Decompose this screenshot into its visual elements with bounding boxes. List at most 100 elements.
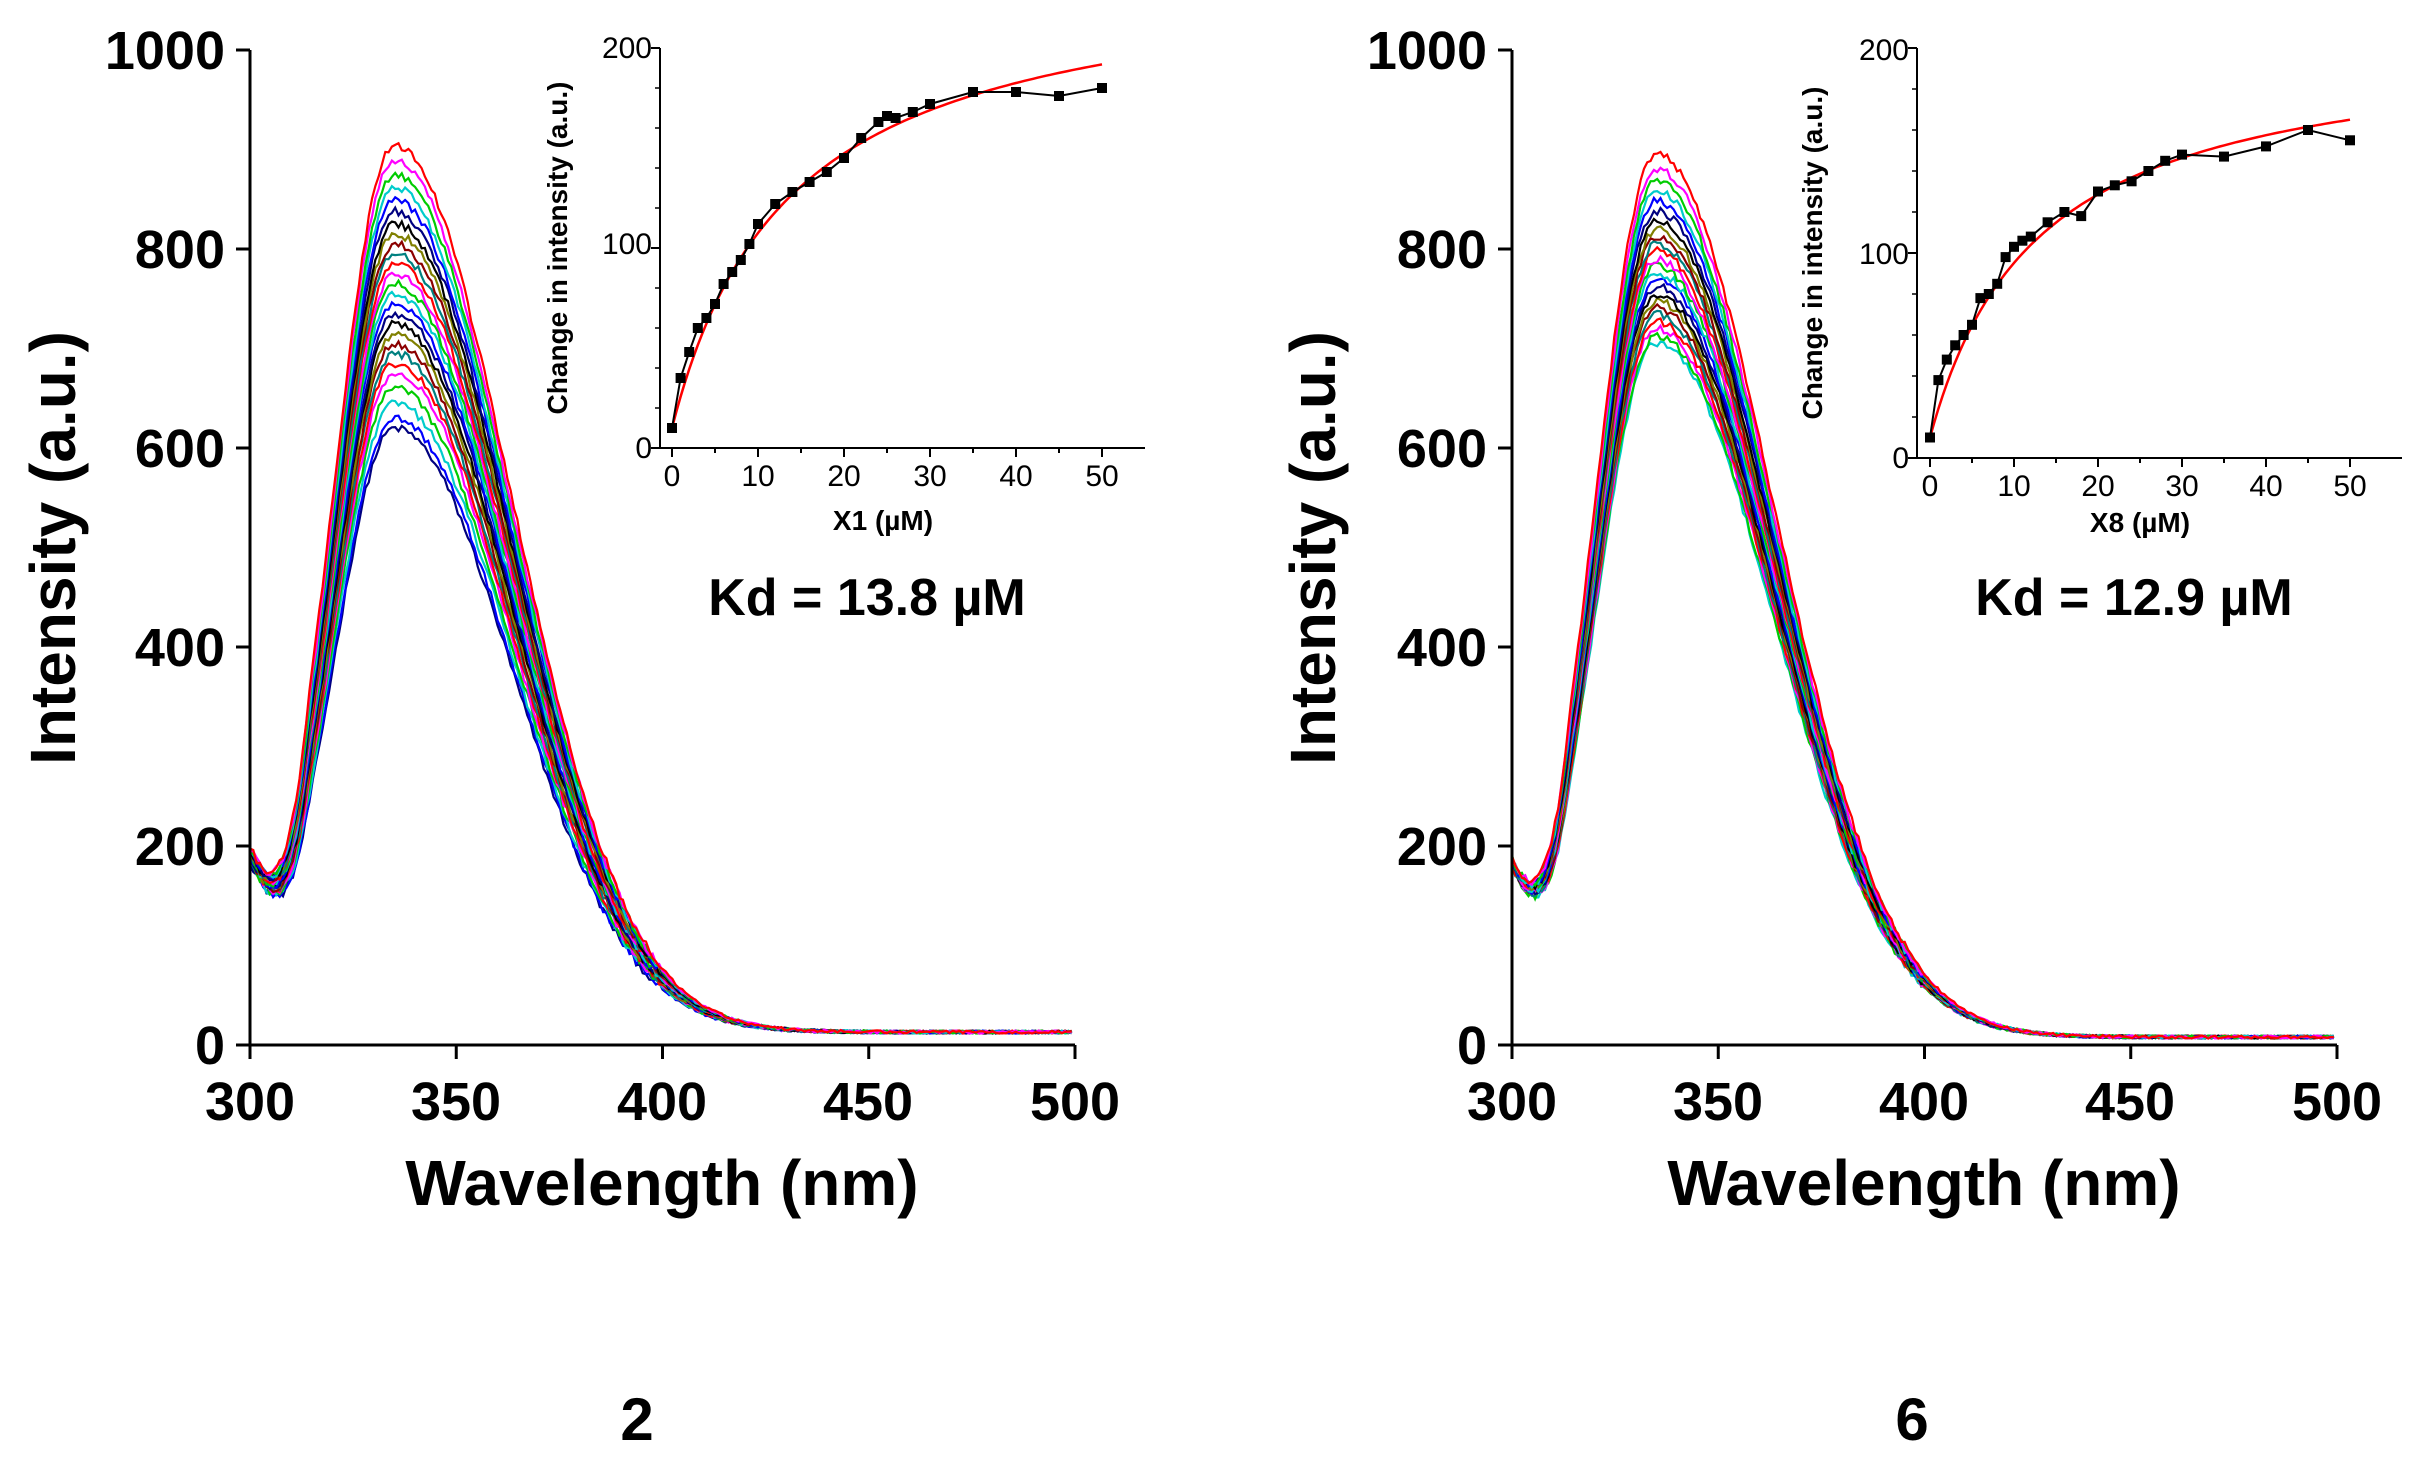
inset-point-6-16 (2093, 186, 2103, 197)
inset-ticks-2 (651, 47, 1103, 457)
y-tick-2-400: 400 (135, 618, 225, 678)
inset-point-6-2 (1941, 354, 1952, 365)
ticks-6 (1498, 48, 2339, 1059)
inset-point-2-18 (882, 111, 892, 121)
y-tick-6-600: 600 (1397, 419, 1487, 479)
spectrum-series-2-1 (249, 141, 1072, 1035)
inset-x-axis-title-6: X8 (µM) (2090, 507, 2190, 538)
spectrum-series-6-15 (1511, 277, 2335, 1040)
inset-point-6-25 (2345, 135, 2355, 146)
inset-point-2-7 (727, 267, 738, 277)
inset-point-6-4 (1958, 330, 1969, 340)
inset-point-6-5 (1967, 319, 1977, 330)
inset-2: 0 10 20 30 40 50 0 100 200 X1 (µM) Chang… (542, 32, 1145, 627)
spectrum-series-6-19 (1510, 302, 2335, 1040)
inset-x-tick-2-10: 10 (741, 460, 774, 493)
inset-y-tick-2-100: 100 (602, 228, 652, 261)
inset-point-2-20 (907, 107, 918, 117)
x-tick-6-450: 450 (2085, 1072, 2175, 1132)
x-tick-6-350: 350 (1673, 1072, 1763, 1132)
spectrum-series-6-23 (1511, 331, 2335, 1040)
inset-point-2-24 (1054, 91, 1064, 101)
spectrum-series-6-14 (1511, 272, 2335, 1040)
inset-point-6-21 (2177, 149, 2187, 160)
y-axis-title-6: Intensity (a.u.) (1277, 331, 1349, 765)
y-tick-6-0: 0 (1457, 1016, 1487, 1076)
inset-point-2-25 (1097, 83, 1107, 93)
inset-point-2-2 (684, 347, 695, 357)
panel-label-6: 6 (1895, 1386, 1928, 1453)
inset-point-2-10 (753, 219, 763, 229)
inset-point-6-6 (1975, 293, 1986, 304)
inset-point-2-17 (873, 117, 884, 127)
inset-point-6-10 (2009, 241, 2019, 252)
x-tick-6-300: 300 (1467, 1072, 1557, 1132)
inset-ticks-6 (1908, 47, 2351, 467)
y-tick-2-800: 800 (135, 220, 225, 280)
inset-point-2-3 (692, 323, 703, 333)
inset-point-6-24 (2303, 125, 2313, 135)
inset-point-2-22 (968, 87, 978, 97)
inset-x-tick-6-30: 30 (2165, 470, 2198, 503)
panel-6: 300 350 400 450 500 0 200 400 600 800 10… (1277, 21, 2402, 1453)
inset-point-2-14 (821, 167, 832, 177)
inset-point-2-16 (856, 133, 867, 143)
inset-x-tick-2-20: 20 (827, 460, 860, 493)
spectrum-series-6-1 (1510, 150, 2334, 1040)
inset-point-6-13 (2042, 217, 2053, 228)
inset-x-tick-2-40: 40 (999, 460, 1032, 493)
spectra-lines-2 (248, 141, 1073, 1036)
inset-point-6-17 (2109, 180, 2120, 191)
inset-point-2-1 (675, 373, 686, 383)
inset-points-2 (667, 83, 1107, 433)
spectrum-series-6-24 (1510, 340, 2335, 1040)
inset-point-2-0 (667, 423, 677, 433)
y-tick-2-600: 600 (135, 419, 225, 479)
y-tick-6-200: 200 (1397, 817, 1487, 877)
y-tick-6-1000: 1000 (1367, 21, 1487, 81)
inset-point-2-13 (804, 177, 815, 187)
inset-point-6-3 (1950, 340, 1961, 351)
spectra-plot-6: 300 350 400 450 500 0 200 400 600 800 10… (1277, 21, 2382, 1219)
inset-point-2-23 (1011, 87, 1021, 97)
y-axis-title-2: Intensity (a.u.) (17, 331, 89, 765)
inset-y-tick-6-200: 200 (1859, 34, 1909, 67)
inset-y-tick-2-200: 200 (602, 32, 652, 65)
y-tick-2-200: 200 (135, 817, 225, 877)
spectrum-series-6-16 (1511, 282, 2335, 1040)
x-tick-2-500: 500 (1030, 1072, 1120, 1132)
y-tick-6-800: 800 (1397, 220, 1487, 280)
inset-x-tick-6-50: 50 (2333, 470, 2366, 503)
inset-point-6-22 (2219, 151, 2229, 162)
spectrum-series-6-21 (1510, 317, 2334, 1040)
inset-point-2-4 (701, 313, 712, 323)
spectrum-series-2-25 (248, 414, 1072, 1035)
inset-x-tick-2-50: 50 (1085, 460, 1118, 493)
x-tick-6-500: 500 (2292, 1072, 2382, 1132)
kd-annotation-2: Kd = 13.8 µM (708, 569, 1026, 627)
spectrum-series-6-17 (1511, 294, 2335, 1040)
y-tick-2-0: 0 (195, 1016, 225, 1076)
inset-x-tick-6-40: 40 (2249, 470, 2282, 503)
inset-x-tick-6-20: 20 (2081, 470, 2114, 503)
inset-point-6-14 (2059, 207, 2070, 217)
inset-point-6-7 (1983, 289, 1994, 299)
kd-annotation-6: Kd = 12.9 µM (1975, 569, 2293, 627)
inset-y-tick-6-0: 0 (1892, 442, 1909, 475)
x-tick-2-450: 450 (823, 1072, 913, 1132)
spectra-plot-2: 300 350 400 450 500 0 200 400 600 800 10… (17, 21, 1120, 1219)
panel-label-2: 2 (620, 1386, 653, 1453)
inset-point-6-11 (2017, 235, 2028, 246)
inset-point-6-9 (2000, 252, 2011, 263)
inset-x-tick-6-10: 10 (1997, 470, 2030, 503)
inset-fit-curve-6 (1928, 118, 2351, 438)
inset-point-2-12 (787, 187, 798, 197)
x-axis-title-6: Wavelength (nm) (1667, 1147, 2180, 1219)
inset-x-tick-2-30: 30 (913, 460, 946, 493)
inset-x-tick-6-0: 0 (1922, 470, 1939, 503)
spectrum-series-2-24 (249, 399, 1072, 1035)
inset-x-tick-2-0: 0 (664, 460, 681, 493)
x-tick-6-400: 400 (1879, 1072, 1969, 1132)
spectrum-series-6-22 (1511, 323, 2335, 1040)
